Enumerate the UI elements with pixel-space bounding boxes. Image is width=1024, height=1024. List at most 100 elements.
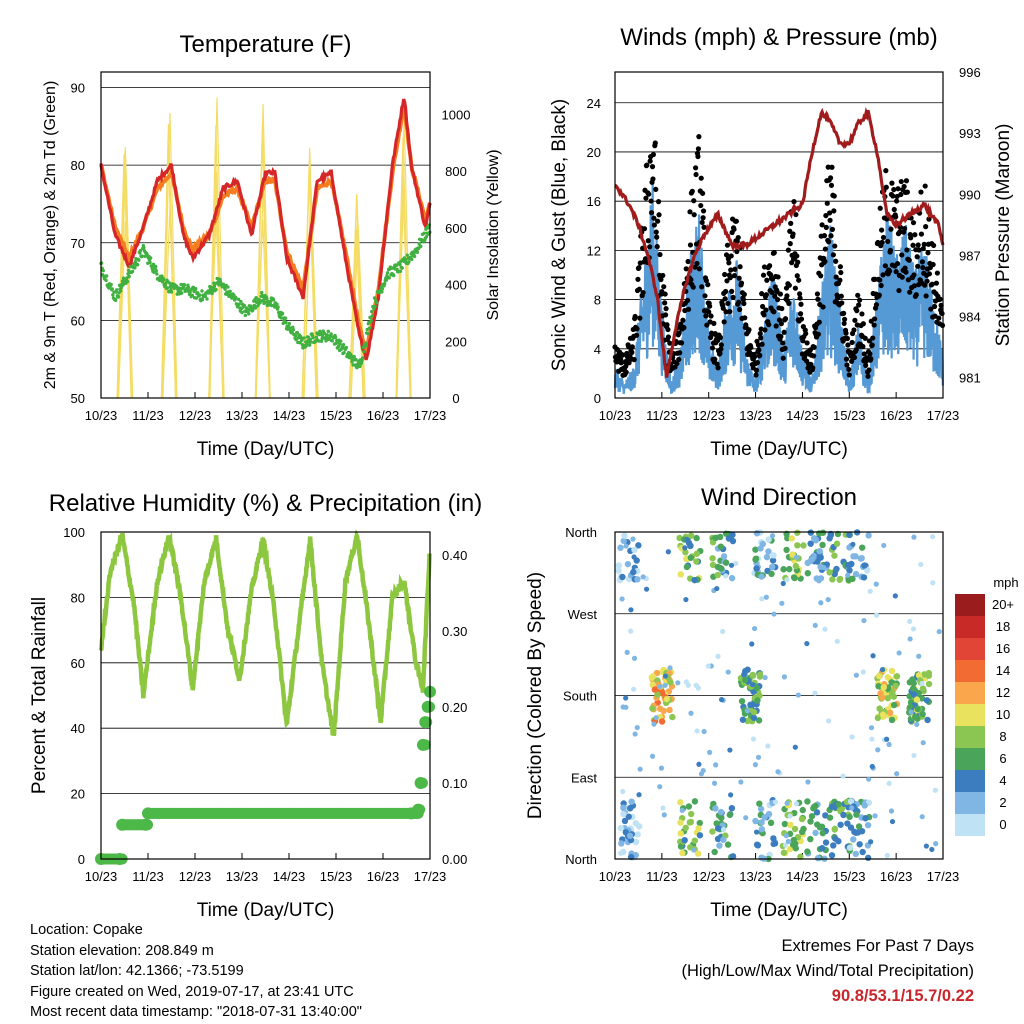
x-tick-label: 12/23 bbox=[692, 408, 725, 423]
direction-point bbox=[688, 710, 694, 716]
direction-point bbox=[790, 836, 798, 844]
direction-point bbox=[752, 817, 759, 825]
gust-point bbox=[913, 292, 919, 298]
direction-point bbox=[919, 680, 925, 687]
dewpoint-point bbox=[324, 339, 328, 343]
dewpoint-point bbox=[344, 345, 349, 350]
x-tick-label: 12/23 bbox=[179, 408, 212, 423]
direction-point bbox=[775, 769, 781, 775]
gust-point bbox=[870, 335, 876, 341]
gust-point bbox=[798, 301, 804, 307]
direction-point bbox=[758, 826, 766, 833]
gust-point bbox=[683, 266, 689, 272]
direction-point bbox=[808, 812, 816, 820]
direction-point bbox=[677, 843, 685, 850]
gust-point bbox=[869, 342, 875, 348]
plot-frame bbox=[100, 71, 431, 399]
y-right-tick-label: 200 bbox=[445, 334, 467, 349]
direction-point bbox=[857, 555, 865, 562]
direction-point bbox=[769, 533, 776, 539]
direction-point bbox=[780, 580, 786, 587]
direction-point bbox=[837, 821, 844, 828]
gust-point bbox=[792, 285, 799, 291]
dewpoint-point bbox=[125, 279, 130, 284]
y-right-tick-label: 0 bbox=[452, 391, 459, 406]
direction-point bbox=[884, 736, 890, 742]
dewpoint-point bbox=[300, 338, 304, 343]
dewpoint-point bbox=[369, 319, 373, 323]
direction-point bbox=[628, 607, 634, 613]
gust-point bbox=[907, 289, 913, 295]
gust-point bbox=[688, 277, 694, 283]
direction-point bbox=[722, 559, 730, 566]
gust-point bbox=[689, 188, 695, 194]
dewpoint-point bbox=[174, 284, 179, 288]
dewpoint-point bbox=[253, 306, 258, 310]
gust-point bbox=[712, 356, 718, 362]
gust-point bbox=[843, 356, 850, 362]
gust-point bbox=[829, 226, 836, 232]
gust-point bbox=[676, 330, 682, 336]
x-tick-label: 14/23 bbox=[786, 869, 819, 884]
gust-point bbox=[737, 306, 743, 313]
gust-point bbox=[646, 191, 652, 197]
plot-frame bbox=[100, 531, 431, 860]
direction-point bbox=[804, 848, 811, 855]
direction-point bbox=[879, 711, 887, 718]
gust-point bbox=[717, 350, 723, 356]
direction-point bbox=[797, 853, 804, 860]
direction-point bbox=[630, 536, 636, 542]
direction-point bbox=[793, 554, 800, 560]
gust-point bbox=[676, 356, 682, 363]
direction-point bbox=[711, 848, 718, 856]
gust-point bbox=[677, 350, 683, 356]
y-tick-label: 80 bbox=[71, 590, 85, 605]
gust-point bbox=[849, 339, 855, 346]
gust-point bbox=[720, 305, 726, 311]
direction-point bbox=[693, 558, 700, 565]
dewpoint-point bbox=[237, 302, 241, 306]
gust-point bbox=[926, 271, 933, 277]
direction-point bbox=[675, 680, 681, 686]
y-tick-label: 20 bbox=[587, 145, 601, 160]
y-tick-label: North bbox=[565, 525, 597, 540]
gust-point bbox=[934, 270, 940, 276]
direction-point bbox=[765, 536, 772, 543]
precip-point bbox=[142, 807, 154, 820]
direction-point bbox=[624, 560, 632, 568]
plot-frame bbox=[614, 531, 944, 860]
gust-point bbox=[815, 296, 821, 302]
y-right-tick-label: 984 bbox=[959, 310, 981, 325]
gust-point bbox=[754, 360, 761, 366]
solar-trace bbox=[117, 146, 133, 399]
gust-point bbox=[703, 313, 709, 319]
gust-point bbox=[861, 351, 867, 357]
gust-point bbox=[828, 233, 834, 239]
direction-point bbox=[804, 798, 811, 805]
direction-point bbox=[930, 580, 936, 586]
direction-point bbox=[850, 541, 856, 547]
gust-point bbox=[674, 360, 680, 367]
colorbar-label: 14 bbox=[996, 663, 1010, 678]
direction-point bbox=[762, 674, 768, 681]
gust-point bbox=[898, 191, 904, 198]
gust-point bbox=[761, 312, 767, 318]
x-tick-label: 17/23 bbox=[414, 869, 447, 884]
gust-point bbox=[818, 273, 824, 279]
direction-point bbox=[739, 716, 747, 723]
gust-point bbox=[811, 344, 817, 350]
dewpoint-point bbox=[111, 293, 115, 297]
direction-point bbox=[794, 529, 801, 536]
dewpoint-point bbox=[424, 234, 429, 239]
y-right-tick-label: 800 bbox=[445, 164, 467, 179]
station-info: Location: Copake Station elevation: 208.… bbox=[30, 920, 362, 1023]
direction-point bbox=[662, 673, 669, 679]
colorbar-swatch bbox=[955, 814, 985, 836]
gust-point bbox=[816, 319, 822, 325]
direction-point bbox=[712, 805, 719, 812]
direction-point bbox=[687, 554, 695, 561]
gust-point bbox=[820, 304, 826, 310]
direction-point bbox=[765, 743, 771, 749]
direction-point bbox=[908, 709, 914, 715]
direction-point bbox=[728, 562, 735, 568]
